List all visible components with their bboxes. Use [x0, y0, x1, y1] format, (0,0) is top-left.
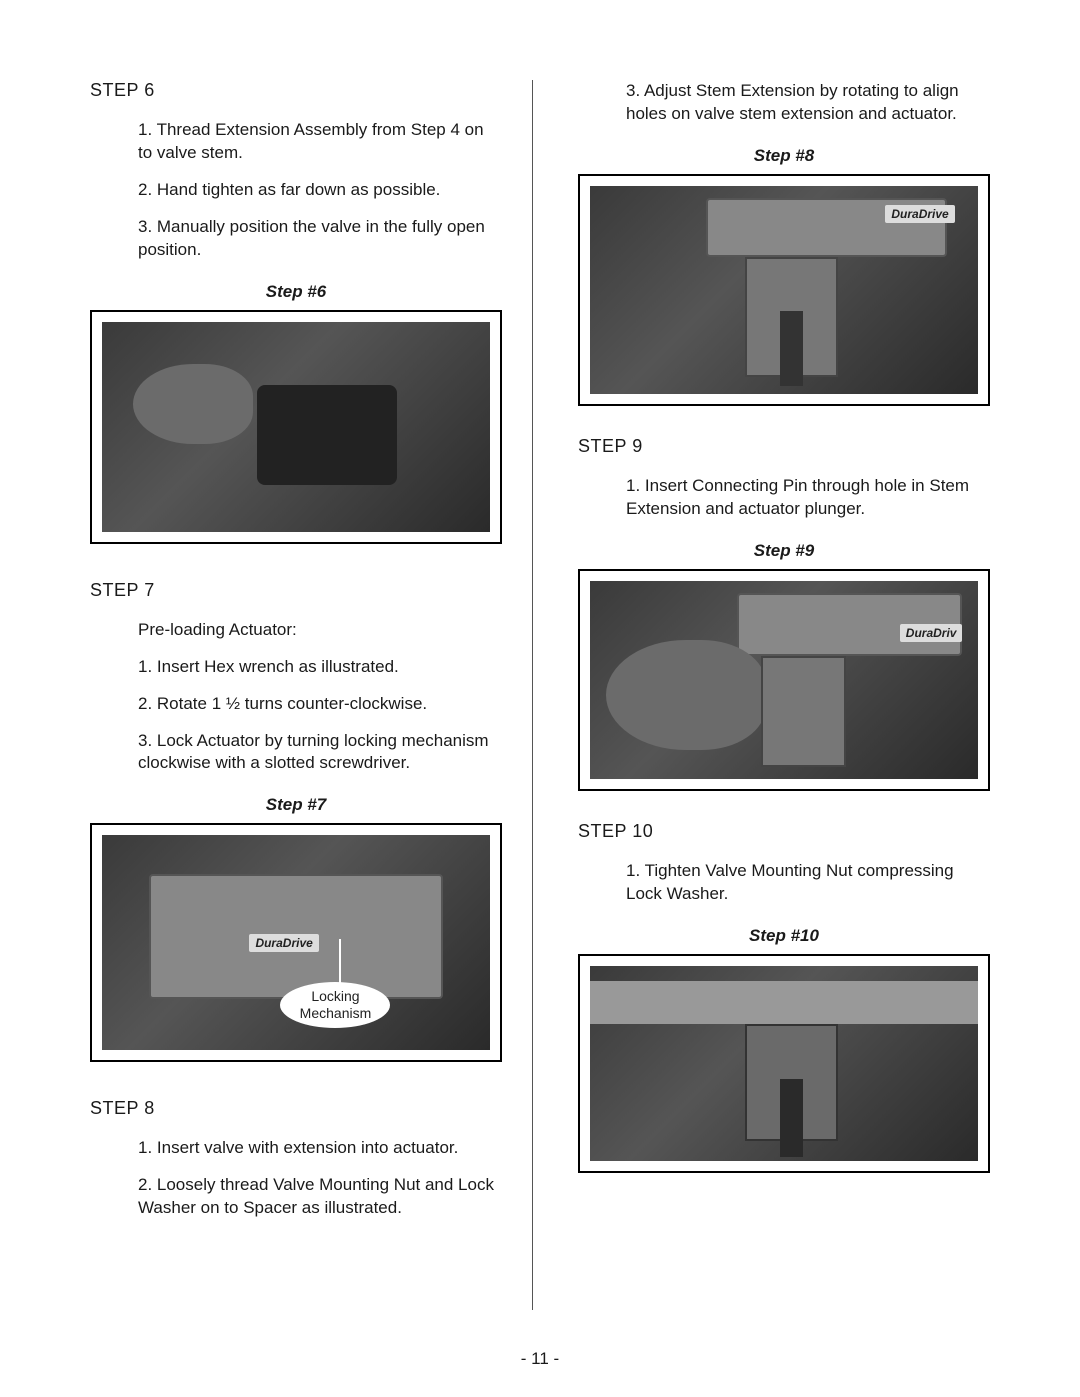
step6-photo — [102, 322, 490, 532]
step10-item-1: 1. Tighten Valve Mounting Nut compressin… — [626, 860, 990, 906]
step7-item-1: 1. Insert Hex wrench as illustrated. — [138, 656, 502, 679]
step10-body: 1. Tighten Valve Mounting Nut compressin… — [578, 860, 990, 906]
locking-mechanism-callout: Locking Mechanism — [280, 982, 390, 1028]
callout-line-icon — [339, 939, 341, 987]
step7-intro: Pre-loading Actuator: — [138, 619, 502, 642]
actuator-bar-icon — [590, 981, 978, 1024]
step7-photo-frame: DuraDrive Locking Mechanism — [90, 823, 502, 1062]
step9-photo-frame: DuraDriv — [578, 569, 990, 791]
valve-icon — [257, 385, 397, 485]
step7-item-2: 2. Rotate 1 ½ turns counter-clockwise. — [138, 693, 502, 716]
step6-item-2: 2. Hand tighten as far down as possible. — [138, 179, 502, 202]
step9-photo: DuraDriv — [590, 581, 978, 779]
step8-item-2: 2. Loosely thread Valve Mounting Nut and… — [138, 1174, 502, 1220]
step9-item-1: 1. Insert Connecting Pin through hole in… — [626, 475, 990, 521]
step6-body: 1. Thread Extension Assembly from Step 4… — [90, 119, 502, 262]
step8-body: 1. Insert valve with extension into actu… — [90, 1137, 502, 1220]
two-column-layout: STEP 6 1. Thread Extension Assembly from… — [80, 80, 1000, 1310]
hand-icon — [606, 640, 766, 750]
stem-icon — [780, 311, 803, 386]
step8-item-3: 3. Adjust Stem Extension by rotating to … — [626, 80, 990, 126]
duradrive-brand-label: DuraDrive — [249, 934, 318, 952]
step10-photo-frame — [578, 954, 990, 1173]
step6-item-1: 1. Thread Extension Assembly from Step 4… — [138, 119, 502, 165]
step8-heading: STEP 8 — [90, 1098, 502, 1119]
step9-caption: Step #9 — [578, 541, 990, 561]
step8-photo: DuraDrive — [590, 186, 978, 394]
step6-caption: Step #6 — [90, 282, 502, 302]
step7-photo: DuraDrive Locking Mechanism — [102, 835, 490, 1050]
step8-cont-body: 3. Adjust Stem Extension by rotating to … — [578, 80, 990, 126]
duradrive-brand-label: DuraDrive — [885, 205, 954, 223]
step7-heading: STEP 7 — [90, 580, 502, 601]
step6-photo-frame — [90, 310, 502, 544]
left-column: STEP 6 1. Thread Extension Assembly from… — [80, 80, 533, 1310]
step7-caption: Step #7 — [90, 795, 502, 815]
step10-heading: STEP 10 — [578, 821, 990, 842]
step8-caption: Step #8 — [578, 146, 990, 166]
duradrive-brand-label: DuraDriv — [900, 624, 963, 642]
step7-item-3: 3. Lock Actuator by turning locking mech… — [138, 730, 502, 776]
page-number: - 11 - — [0, 1349, 1080, 1369]
step10-photo — [590, 966, 978, 1161]
step6-heading: STEP 6 — [90, 80, 502, 101]
step9-heading: STEP 9 — [578, 436, 990, 457]
step8-item-1: 1. Insert valve with extension into actu… — [138, 1137, 502, 1160]
hand-icon — [133, 364, 253, 444]
step9-body: 1. Insert Connecting Pin through hole in… — [578, 475, 990, 521]
step10-caption: Step #10 — [578, 926, 990, 946]
right-column: 3. Adjust Stem Extension by rotating to … — [533, 80, 1000, 1310]
yoke-icon — [761, 656, 846, 767]
step8-photo-frame: DuraDrive — [578, 174, 990, 406]
step7-body: Pre-loading Actuator: 1. Insert Hex wren… — [90, 619, 502, 776]
step6-item-3: 3. Manually position the valve in the fu… — [138, 216, 502, 262]
stem-icon — [780, 1079, 803, 1157]
